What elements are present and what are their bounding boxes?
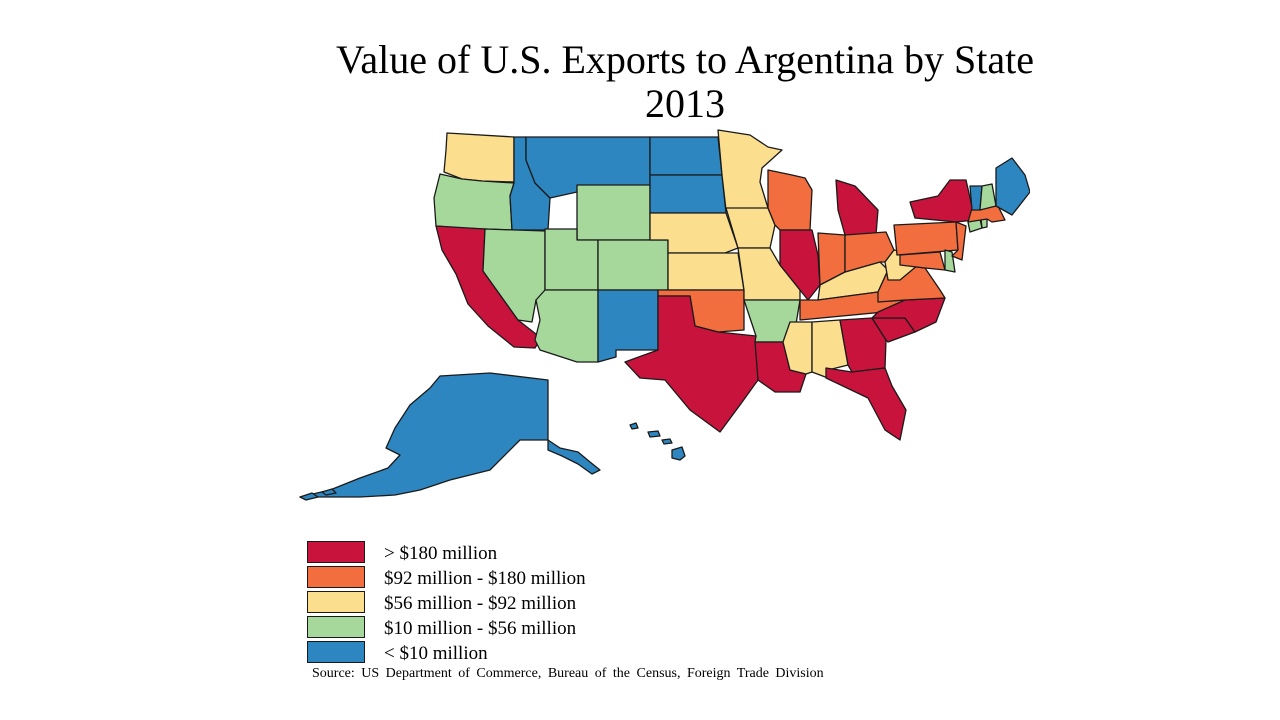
state-wi <box>767 169 813 231</box>
state-or <box>433 173 515 231</box>
state-nj <box>951 221 967 261</box>
legend-swatch-92to180 <box>307 566 365 588</box>
state-az <box>534 289 599 363</box>
state-il <box>779 229 821 301</box>
state-nh <box>979 183 997 211</box>
us-state-map <box>299 129 1030 501</box>
legend-swatch-gt180 <box>307 541 365 563</box>
state-pa <box>893 221 959 256</box>
source-note: Source: US Department of Commerce, Burea… <box>312 666 824 681</box>
state-sd <box>649 174 727 214</box>
state-hi <box>671 446 686 461</box>
legend-label-lt10: < $10 million <box>384 643 488 664</box>
state-ny <box>909 179 976 223</box>
state-md <box>899 251 946 271</box>
state-ks <box>667 252 745 291</box>
state-ia <box>725 207 776 249</box>
legend-label-gt180: > $180 million <box>384 543 498 564</box>
hawaii-maui <box>661 438 673 445</box>
state-me <box>995 157 1030 216</box>
state-tx <box>624 295 759 433</box>
legend-label-10to56: $10 million - $56 million <box>384 618 577 639</box>
alaska-panhandle <box>547 439 601 475</box>
state-mo <box>737 247 801 301</box>
state-wy <box>576 184 651 241</box>
state-de <box>944 249 956 273</box>
legend-swatch-56to92 <box>307 591 365 613</box>
state-nm <box>597 289 659 363</box>
legend-label-56to92: $56 million - $92 million <box>384 593 577 614</box>
state-nd <box>649 136 723 176</box>
hawaii-oahu <box>647 430 661 438</box>
state-mn <box>717 129 783 211</box>
aleutian-islands-west <box>299 492 319 501</box>
state-co <box>597 239 669 291</box>
legend-swatch-10to56 <box>307 616 365 638</box>
hawaii-kauai <box>629 422 639 430</box>
map-title: Value of U.S. Exports to Argentina by St… <box>0 38 1280 126</box>
state-ak <box>299 372 549 498</box>
state-mi <box>835 179 879 236</box>
title-line-1: Value of U.S. Exports to Argentina by St… <box>335 37 1035 82</box>
aleutian-islands-east <box>321 488 337 496</box>
state-wa <box>443 132 515 183</box>
state-fl <box>825 367 907 441</box>
title-line-2: 2013 <box>645 81 725 126</box>
legend-label-92to180: $92 million - $180 million <box>384 568 586 589</box>
legend-swatch-lt10 <box>307 641 365 663</box>
